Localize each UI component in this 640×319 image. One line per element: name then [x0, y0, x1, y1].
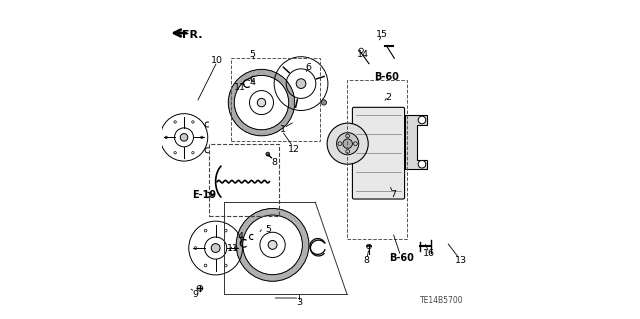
Text: 4: 4 [237, 233, 243, 241]
Text: 9: 9 [192, 290, 198, 299]
Text: TE14B5700: TE14B5700 [420, 296, 464, 305]
Text: 13: 13 [454, 256, 467, 264]
Text: B-60: B-60 [389, 253, 414, 263]
Circle shape [180, 134, 188, 141]
Circle shape [327, 123, 368, 164]
Text: 8: 8 [271, 158, 277, 167]
Text: 5: 5 [249, 50, 255, 59]
Text: 3: 3 [296, 298, 303, 307]
Text: 1: 1 [280, 125, 286, 134]
Polygon shape [404, 115, 427, 169]
Text: FR.: FR. [182, 30, 203, 40]
Circle shape [211, 244, 220, 252]
Text: 6: 6 [305, 63, 311, 72]
FancyBboxPatch shape [353, 107, 404, 199]
Text: 16: 16 [423, 249, 435, 258]
Text: 14: 14 [356, 50, 369, 59]
Circle shape [343, 139, 353, 148]
Circle shape [268, 241, 277, 249]
Text: 7: 7 [390, 190, 396, 199]
Text: 10: 10 [211, 56, 223, 65]
Circle shape [337, 133, 359, 155]
Circle shape [418, 116, 426, 124]
Text: 12: 12 [288, 145, 300, 154]
Text: 4: 4 [249, 78, 255, 87]
Circle shape [321, 100, 326, 105]
Text: E-19: E-19 [193, 190, 217, 200]
Text: 15: 15 [376, 30, 388, 39]
Circle shape [418, 160, 426, 168]
Text: 8: 8 [364, 256, 370, 264]
Circle shape [296, 79, 306, 88]
Text: 11: 11 [234, 83, 246, 92]
Text: 2: 2 [385, 93, 391, 102]
Text: 5: 5 [265, 225, 271, 234]
Circle shape [266, 152, 269, 156]
Text: B-60: B-60 [374, 72, 399, 82]
Text: 11: 11 [227, 243, 239, 253]
Circle shape [257, 98, 266, 107]
